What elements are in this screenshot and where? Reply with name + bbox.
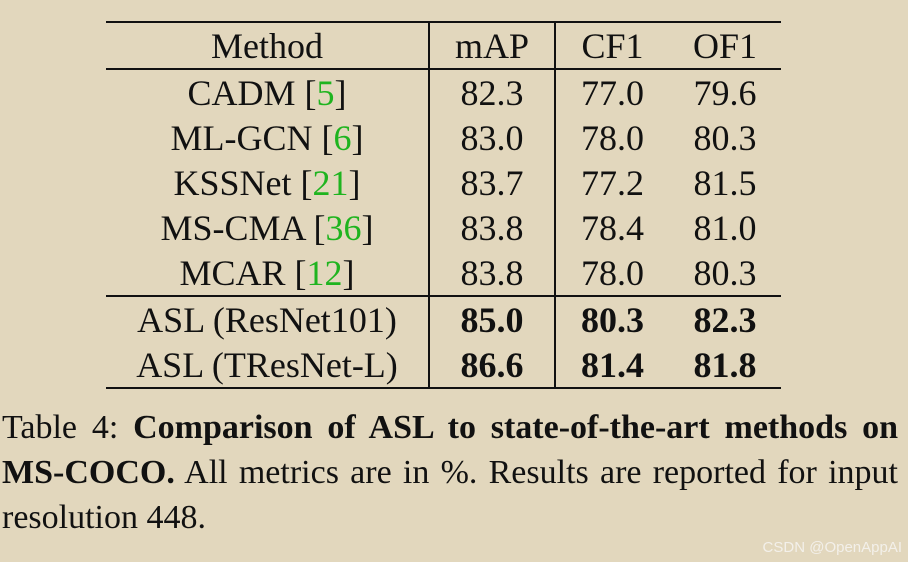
cf1-cell: 77.2 — [554, 160, 669, 205]
table-row: MCAR [12] 83.8 78.0 80.3 — [106, 250, 781, 296]
map-cell: 83.8 — [428, 250, 555, 296]
table-row: ML-GCN [6] 83.0 78.0 80.3 — [106, 115, 781, 160]
map-cell: 83.0 — [428, 115, 555, 160]
map-cell: 82.3 — [428, 69, 555, 115]
cf1-cell: 78.0 — [554, 115, 669, 160]
header-cf1: CF1 — [554, 21, 669, 70]
of1-cell: 81.8 — [669, 342, 781, 389]
cf1-cell: 77.0 — [554, 69, 669, 115]
map-cell: 86.6 — [428, 342, 555, 389]
table-row-asl: ASL (ResNet101) 85.0 80.3 82.3 — [106, 295, 781, 342]
table-row: CADM [5] 82.3 77.0 79.6 — [106, 69, 781, 115]
map-cell: 83.8 — [428, 205, 555, 250]
caption-text: All metrics are in %. Results are report… — [2, 454, 898, 536]
watermark: CSDN @OpenAppAI — [762, 539, 902, 556]
table-row: MS-CMA [36] 83.8 78.4 81.0 — [106, 205, 781, 250]
method-cell: ASL (TResNet-L) — [106, 342, 429, 389]
method-cell: KSSNet [21] — [173, 162, 361, 203]
table-row-asl: ASL (TResNet-L) 86.6 81.4 81.8 — [106, 342, 781, 389]
of1-cell: 81.0 — [693, 207, 757, 248]
citation-link[interactable]: 5 — [316, 72, 335, 113]
citation-link[interactable]: 21 — [312, 162, 349, 203]
method-name: KSSNet — [173, 162, 292, 203]
citation-link[interactable]: 36 — [325, 207, 362, 248]
of1-cell: 82.3 — [669, 295, 781, 342]
header-of1: OF1 — [669, 21, 781, 70]
table-row: KSSNet [21] 83.7 77.2 81.5 — [106, 160, 781, 205]
method-name: MS-CMA — [160, 207, 305, 248]
citation-link[interactable]: 6 — [333, 117, 352, 158]
header-map: mAP — [428, 21, 555, 70]
header-method: Method — [106, 21, 429, 70]
cf1-cell: 78.4 — [554, 205, 669, 250]
method-cell: MCAR [12] — [179, 252, 355, 293]
method-name: ML-GCN — [170, 117, 313, 158]
results-table: Method mAP CF1 OF1 CADM [5] 82.3 77.0 79… — [106, 21, 781, 389]
of1-cell: 79.6 — [693, 72, 757, 113]
method-cell: ML-GCN [6] — [170, 117, 364, 158]
map-cell: 85.0 — [428, 295, 555, 342]
method-cell: MS-CMA [36] — [160, 207, 374, 248]
caption-bold-text: Comparison of ASL to state-of-the-art me… — [2, 409, 899, 491]
table-caption: Table 4: Comparison of ASL to state-of-t… — [2, 405, 898, 540]
cf1-cell: 80.3 — [554, 295, 669, 342]
table-header-row: Method mAP CF1 OF1 — [106, 21, 781, 70]
of1-cell: 80.3 — [693, 252, 757, 293]
of1-cell: 80.3 — [693, 117, 757, 158]
method-name: CADM — [187, 72, 296, 113]
method-name: MCAR — [179, 252, 286, 293]
citation-link[interactable]: 12 — [306, 252, 343, 293]
cf1-cell: 81.4 — [554, 342, 669, 389]
method-cell: CADM [5] — [187, 72, 347, 113]
map-cell: 83.7 — [428, 160, 555, 205]
cf1-cell: 78.0 — [554, 250, 669, 296]
caption-label: Table 4: — [2, 409, 134, 446]
of1-cell: 81.5 — [693, 162, 757, 203]
method-cell: ASL (ResNet101) — [106, 295, 429, 342]
